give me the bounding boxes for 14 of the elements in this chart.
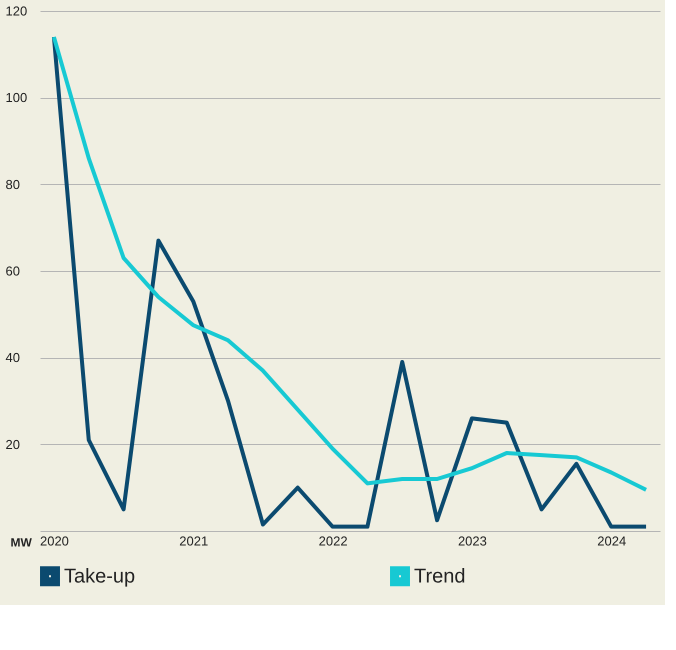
x-tick-label: 2024 bbox=[597, 534, 626, 548]
y-axis-title: MW bbox=[10, 536, 32, 550]
y-tick-label: 40 bbox=[6, 350, 20, 366]
legend-label: Trend bbox=[414, 565, 466, 588]
y-tick-label: 20 bbox=[6, 436, 20, 452]
x-tick-label: 2021 bbox=[179, 534, 208, 548]
x-tick-label: 2020 bbox=[40, 534, 69, 548]
y-tick-label: 60 bbox=[6, 264, 20, 278]
y-tick-label: 100 bbox=[6, 90, 28, 106]
y-tick-label: 80 bbox=[6, 176, 20, 192]
y-tick-label: 120 bbox=[6, 4, 28, 18]
legend-label: Take-up bbox=[64, 565, 136, 588]
x-tick-label: 2023 bbox=[458, 534, 487, 548]
x-tick-label: 2022 bbox=[318, 534, 348, 548]
